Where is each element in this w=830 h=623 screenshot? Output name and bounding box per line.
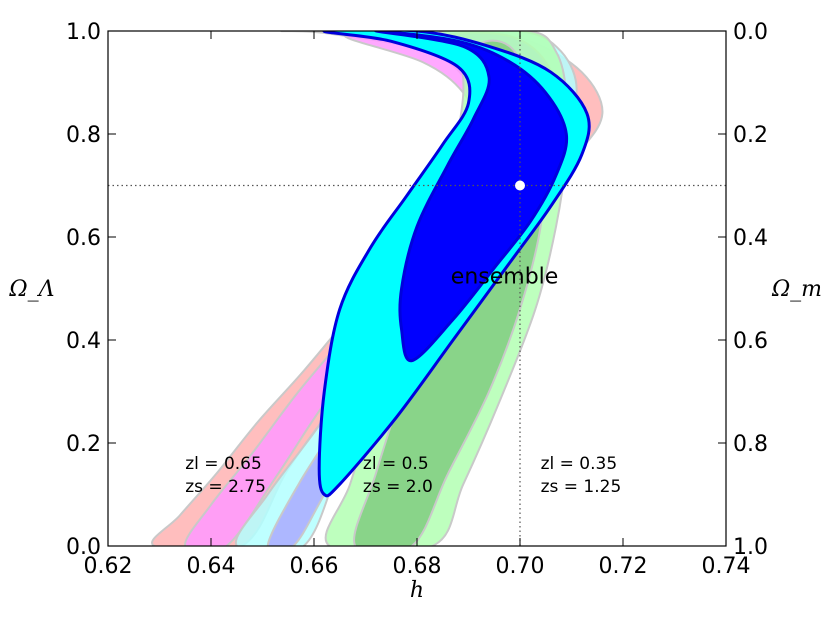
y-axis-left-label: Ω_Λ [8, 277, 54, 302]
y-left-tick-label: 1.0 [66, 20, 101, 45]
confidence-regions [151, 31, 604, 546]
x-tick-label: 0.64 [187, 554, 236, 579]
annotation-zs: zs = 2.0 [363, 477, 433, 497]
x-axis-ticks: 0.62 0.64 0.66 0.68 0.70 0.72 0.74 [84, 31, 751, 579]
y-left-tick-label: 0.4 [66, 329, 101, 354]
x-tick-label: 0.66 [290, 554, 339, 579]
x-tick-label: 0.68 [393, 554, 442, 579]
y-right-tick-label: 0.0 [733, 20, 768, 45]
x-tick-label: 0.74 [702, 554, 751, 579]
y-right-tick-label: 0.6 [733, 329, 768, 354]
y-left-tick-label: 0.6 [66, 226, 101, 251]
region-inner [374, 31, 569, 363]
y-right-tick-label: 0.2 [733, 123, 768, 148]
x-tick-label: 0.70 [496, 554, 545, 579]
y-left-tick-label: 0.8 [66, 123, 101, 148]
x-tick-label: 0.62 [84, 554, 133, 579]
annotation-zl: zl = 0.35 [541, 454, 618, 474]
y-left-tick-label: 0.0 [66, 535, 101, 560]
region-ensemble [317, 31, 591, 498]
y-axis-right-label: Ω_m [771, 277, 822, 302]
annotation-zs: zs = 1.25 [541, 477, 622, 497]
reference-lines [108, 31, 726, 546]
x-tick-label: 0.72 [599, 554, 648, 579]
annotations: zl = 0.65 zs = 2.75 zl = 0.5 zs = 2.0 zl = 0… [185, 264, 621, 497]
y-right-tick-label: 0.4 [733, 226, 768, 251]
annotation-zl: zl = 0.5 [363, 454, 429, 474]
fiducial-point [515, 180, 525, 191]
y-right-tick-label: 0.8 [733, 432, 768, 457]
annotation-zs: zs = 2.75 [185, 477, 266, 497]
annotation-zl: zl = 0.65 [185, 454, 262, 474]
y-axis-right-ticks: 0.0 0.2 0.4 0.6 0.8 1.0 [718, 20, 768, 560]
annotation-ensemble: ensemble [451, 264, 559, 289]
y-axis-left-ticks: 0.0 0.2 0.4 0.6 0.8 1.0 [66, 20, 116, 560]
x-axis-label: h [410, 578, 424, 603]
y-right-tick-label: 1.0 [733, 535, 768, 560]
y-left-tick-label: 0.2 [66, 432, 101, 457]
